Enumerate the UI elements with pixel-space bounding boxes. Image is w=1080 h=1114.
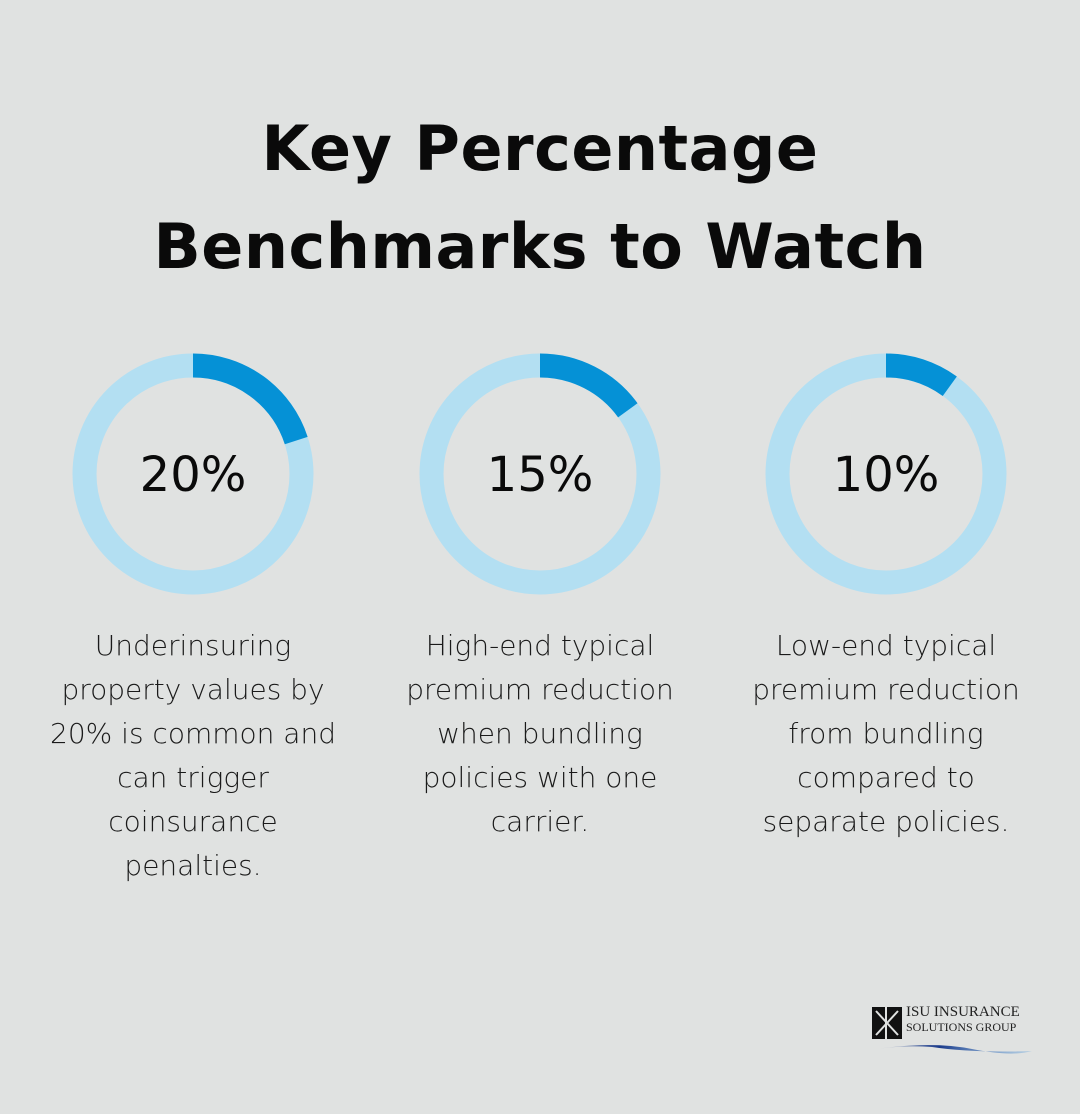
description-line: compared to bbox=[797, 761, 975, 794]
donut-value-arc bbox=[765, 353, 1007, 595]
description-line: when bundling bbox=[437, 717, 643, 750]
donut-value-arc bbox=[419, 353, 661, 595]
description-line: 20% is common and bbox=[50, 717, 336, 750]
isu-monogram-icon bbox=[872, 1007, 902, 1039]
description-line: Low-end typical bbox=[775, 629, 997, 662]
donut-chart: 15% bbox=[419, 353, 661, 595]
description-line: Underinsuring bbox=[94, 629, 292, 662]
isu-logo: ISU INSURANCE SOLUTIONS GROUP bbox=[872, 1005, 1042, 1060]
description-line: from bundling bbox=[788, 717, 984, 750]
description-line: policies with one bbox=[422, 761, 658, 794]
logo-line-2: SOLUTIONS GROUP bbox=[906, 1020, 1017, 1034]
percentage-label: 10% bbox=[833, 447, 940, 503]
description-line: separate policies. bbox=[762, 805, 1010, 838]
benchmark-3: 10% Low-end typical premium reduction from … bbox=[716, 352, 1056, 844]
percentage-label: 15% bbox=[487, 447, 594, 503]
title-line-2: Benchmarks to Watch bbox=[153, 210, 927, 283]
description-line: coinsurance bbox=[108, 805, 278, 838]
benchmark-description: Low-end typical premium reduction from bun… bbox=[716, 624, 1056, 844]
description-line: High-end typical bbox=[425, 629, 655, 662]
donut-value-arc bbox=[72, 353, 314, 595]
title-line-1: Key Percentage bbox=[261, 112, 819, 185]
description-line: carrier. bbox=[490, 805, 590, 838]
logo-swoosh bbox=[877, 1045, 1032, 1054]
benchmark-description: Underinsuring property values by 20% is co… bbox=[23, 624, 363, 888]
percentage-label: 20% bbox=[140, 447, 247, 503]
description-line: penalties. bbox=[124, 849, 262, 882]
donut-chart: 10% bbox=[765, 353, 1007, 595]
benchmark-1: 20% Underinsuring property values by 20% is… bbox=[23, 352, 363, 888]
benchmark-description: High-end typical premium reduction when bu… bbox=[370, 624, 710, 844]
donut-chart: 20% bbox=[72, 353, 314, 595]
description-line: property values by bbox=[61, 673, 325, 706]
page-title: Key Percentage Benchmarks to Watch bbox=[0, 100, 1080, 296]
description-line: premium reduction bbox=[752, 673, 1020, 706]
description-line: can trigger bbox=[117, 761, 269, 794]
logo-line-1: ISU INSURANCE bbox=[906, 1004, 1020, 1020]
description-line: premium reduction bbox=[406, 673, 674, 706]
benchmark-2: 15% High-end typical premium reduction when… bbox=[370, 352, 710, 844]
